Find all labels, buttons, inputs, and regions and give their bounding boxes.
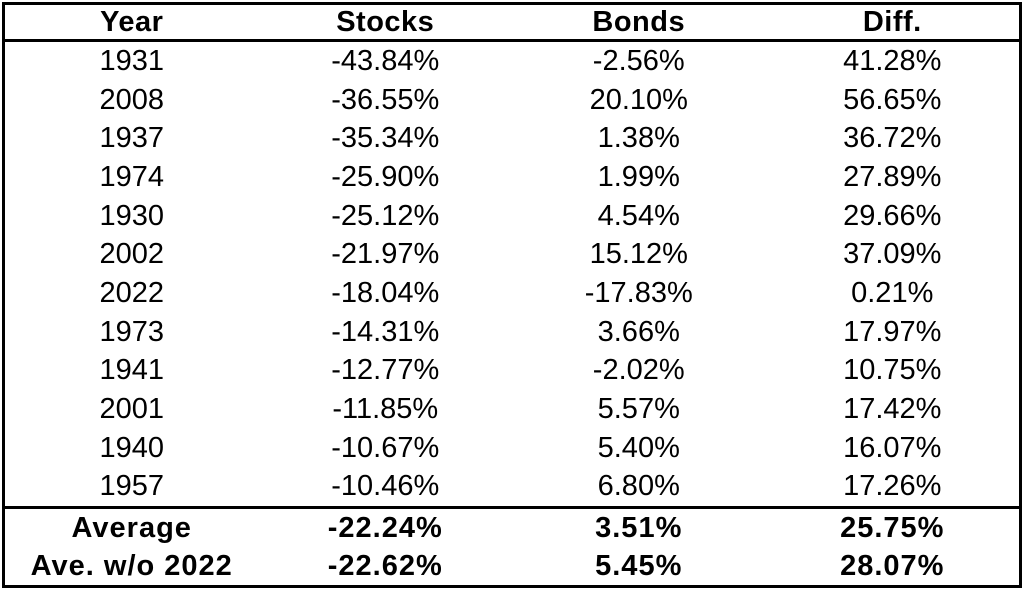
summary-row: Average -22.24% 3.51% 25.75% bbox=[5, 509, 1019, 547]
table-row: 1957 -10.46% 6.80% 17.26% bbox=[5, 467, 1019, 506]
stocks-cell: -18.04% bbox=[331, 276, 440, 309]
table-row: 1937 -35.34% 1.38% 36.72% bbox=[5, 119, 1019, 158]
table-row: 2002 -21.97% 15.12% 37.09% bbox=[5, 235, 1019, 274]
year-cell: 1957 bbox=[99, 470, 164, 503]
bonds-cell: -2.56% bbox=[592, 44, 685, 77]
diff-cell: 56.65% bbox=[843, 83, 942, 116]
stocks-cell: -25.12% bbox=[331, 199, 440, 232]
stocks-cell: -22.62% bbox=[327, 549, 443, 582]
diff-cell: 17.42% bbox=[843, 392, 942, 425]
summary-row: Ave. w/o 2022 -22.62% 5.45% 28.07% bbox=[5, 547, 1019, 585]
bonds-cell: 1.99% bbox=[597, 160, 680, 193]
stocks-cell: -43.84% bbox=[331, 44, 440, 77]
diff-cell: 27.89% bbox=[843, 160, 942, 193]
diff-cell: 17.26% bbox=[843, 470, 942, 503]
stocks-cell: -35.34% bbox=[331, 122, 440, 155]
column-header-year: Year bbox=[100, 5, 164, 38]
year-cell: 1931 bbox=[99, 44, 164, 77]
year-cell: 1940 bbox=[99, 431, 164, 464]
diff-cell: 25.75% bbox=[840, 511, 945, 544]
year-cell: 2002 bbox=[99, 238, 164, 271]
diff-cell: 16.07% bbox=[843, 431, 942, 464]
diff-cell: 0.21% bbox=[851, 276, 934, 309]
bonds-cell: -17.83% bbox=[584, 276, 693, 309]
table-row: 1974 -25.90% 1.99% 27.89% bbox=[5, 158, 1019, 197]
table-footer: Average -22.24% 3.51% 25.75% Ave. w/o 2022 -2… bbox=[5, 506, 1019, 585]
bonds-cell: 20.10% bbox=[589, 83, 688, 116]
diff-cell: 36.72% bbox=[843, 122, 942, 155]
stocks-cell: -12.77% bbox=[331, 354, 440, 387]
stocks-cell: -14.31% bbox=[331, 315, 440, 348]
stocks-cell: -10.46% bbox=[331, 470, 440, 503]
stocks-cell: -36.55% bbox=[331, 83, 440, 116]
year-cell: 2008 bbox=[99, 83, 164, 116]
diff-cell: 28.07% bbox=[840, 549, 945, 582]
column-header-bonds: Bonds bbox=[592, 5, 686, 38]
year-cell: 1974 bbox=[99, 160, 164, 193]
table-row: 2008 -36.55% 20.10% 56.65% bbox=[5, 81, 1019, 120]
table-row: 1941 -12.77% -2.02% 10.75% bbox=[5, 351, 1019, 390]
bonds-cell: 15.12% bbox=[589, 238, 688, 271]
diff-cell: 10.75% bbox=[843, 354, 942, 387]
bonds-cell: 3.51% bbox=[595, 511, 683, 544]
bonds-cell: 3.66% bbox=[597, 315, 680, 348]
table-row: 1930 -25.12% 4.54% 29.66% bbox=[5, 197, 1019, 236]
diff-cell: 37.09% bbox=[843, 238, 942, 271]
stocks-cell: -25.90% bbox=[331, 160, 440, 193]
table-row: 2001 -11.85% 5.57% 17.42% bbox=[5, 390, 1019, 429]
table-header-row: Year Stocks Bonds Diff. bbox=[5, 5, 1019, 42]
row-label-cell: Average bbox=[71, 511, 192, 544]
table-row: 1973 -14.31% 3.66% 17.97% bbox=[5, 313, 1019, 352]
stocks-cell: -21.97% bbox=[331, 238, 440, 271]
year-cell: 2001 bbox=[99, 392, 164, 425]
year-cell: 1941 bbox=[99, 354, 164, 387]
stocks-cell: -10.67% bbox=[331, 431, 440, 464]
diff-cell: 17.97% bbox=[843, 315, 942, 348]
bonds-cell: 4.54% bbox=[597, 199, 680, 232]
stocks-cell: -11.85% bbox=[332, 392, 439, 425]
column-header-stocks: Stocks bbox=[336, 5, 435, 38]
bonds-cell: 5.57% bbox=[597, 392, 680, 425]
year-cell: 1973 bbox=[99, 315, 164, 348]
table-body: 1931 -43.84% -2.56% 41.28% 2008 -36.55% 20.10%… bbox=[5, 42, 1019, 506]
bonds-cell: -2.02% bbox=[592, 354, 685, 387]
bonds-cell: 5.40% bbox=[597, 431, 680, 464]
table-row: 2022 -18.04% -17.83% 0.21% bbox=[5, 274, 1019, 313]
diff-cell: 41.28% bbox=[843, 44, 942, 77]
year-cell: 1930 bbox=[99, 199, 164, 232]
bonds-cell: 6.80% bbox=[597, 470, 680, 503]
bonds-cell: 5.45% bbox=[595, 549, 683, 582]
table-row: 1931 -43.84% -2.56% 41.28% bbox=[5, 42, 1019, 81]
bonds-cell: 1.38% bbox=[597, 122, 680, 155]
row-label-cell: Ave. w/o 2022 bbox=[30, 549, 233, 582]
diff-cell: 29.66% bbox=[843, 199, 942, 232]
stocks-cell: -22.24% bbox=[327, 511, 443, 544]
column-header-diff: Diff. bbox=[862, 5, 922, 38]
year-cell: 1937 bbox=[99, 122, 164, 155]
table-row: 1940 -10.67% 5.40% 16.07% bbox=[5, 429, 1019, 468]
year-cell: 2022 bbox=[99, 276, 164, 309]
